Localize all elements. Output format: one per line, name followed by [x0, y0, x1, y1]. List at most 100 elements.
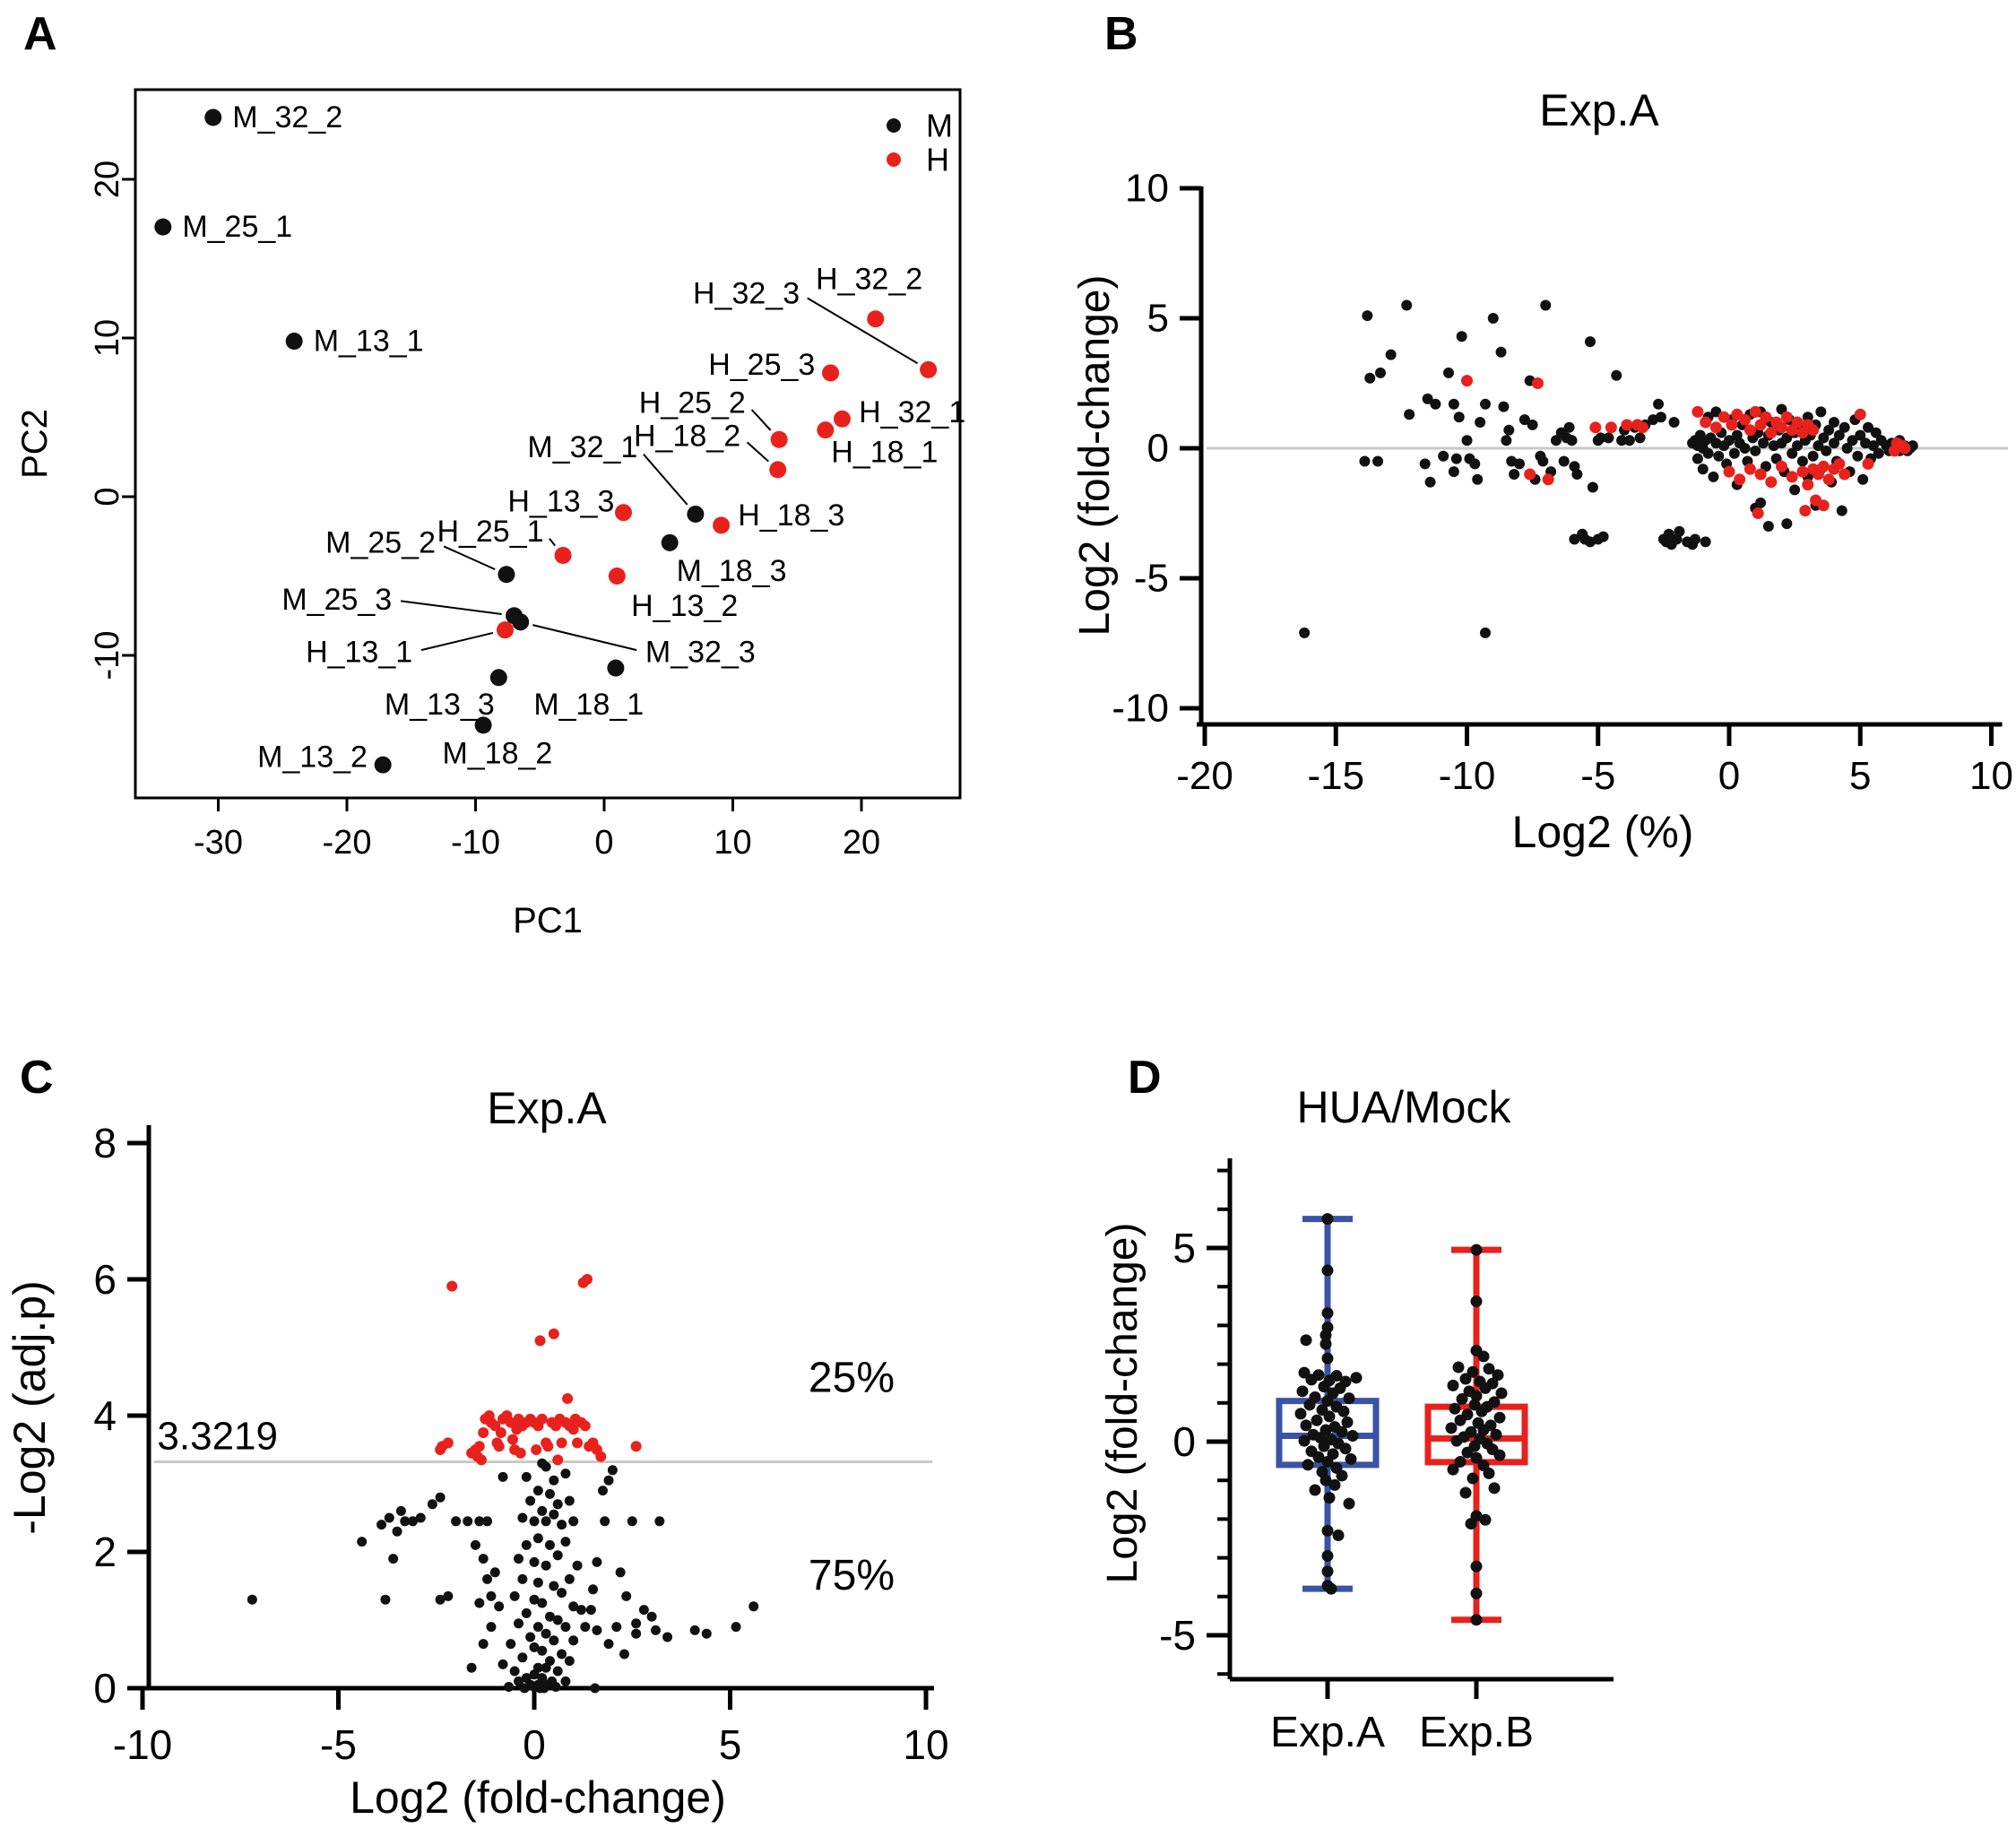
- data-point: [1829, 417, 1839, 428]
- data-point: [1467, 1365, 1479, 1378]
- data-point: [1817, 460, 1830, 472]
- panel-a-chart: -30 -20 -10 0 10 20 -10 0 10 20 PC1 PC2 MH M_32_2 M_25…: [15, 88, 965, 940]
- data-point: [1323, 1410, 1336, 1423]
- data-point: [1636, 421, 1648, 434]
- data-point: [380, 1594, 391, 1605]
- data-point: [1550, 435, 1562, 446]
- data-point: [1470, 1614, 1483, 1626]
- data-point: [1488, 1482, 1501, 1495]
- data-point: [615, 1567, 626, 1578]
- data-point: [564, 1495, 575, 1506]
- data-point: [1312, 1451, 1325, 1463]
- data-point: [1336, 1425, 1348, 1438]
- y-tick-label: 20: [89, 160, 126, 198]
- panel-c-chart: Exp.A 3.3219 -10 -5 0 5 10 0 2 4 6 8 Log2 (fold-chan…: [4, 1083, 949, 1823]
- data-point: [521, 1607, 532, 1618]
- data-point: [1385, 349, 1397, 360]
- data-point: [548, 1328, 559, 1339]
- y-tick-label: 6: [93, 1256, 117, 1303]
- data-point: [539, 1683, 549, 1694]
- data-point: [560, 1676, 571, 1686]
- data-point: [560, 1622, 571, 1633]
- data-point: [1821, 445, 1832, 456]
- point-H_32_3: [920, 360, 938, 378]
- data-point: [1456, 331, 1467, 342]
- data-point: [466, 1662, 477, 1673]
- data-point: [435, 1492, 446, 1503]
- data-point: [557, 1520, 567, 1530]
- data-point: [1469, 458, 1481, 470]
- data-point: [564, 1573, 575, 1584]
- data-point: [1758, 438, 1769, 449]
- data-point: [1689, 533, 1700, 545]
- data-point: [1655, 412, 1666, 423]
- data-point: [1692, 405, 1704, 418]
- data-point: [592, 1625, 602, 1635]
- data-point: [495, 1427, 506, 1438]
- data-point: [607, 1465, 618, 1476]
- data-point: [1374, 367, 1386, 378]
- data-point: [478, 1554, 489, 1564]
- data-point: [1817, 499, 1830, 512]
- data-point: [557, 1649, 567, 1659]
- x-tick-label: -10: [1439, 754, 1496, 798]
- data-point: [1477, 1350, 1490, 1363]
- data-point: [478, 1427, 489, 1438]
- data-point: [1566, 435, 1578, 446]
- x-tick-label: 0: [1718, 754, 1740, 798]
- data-point: [1728, 447, 1740, 459]
- data-point: [1438, 450, 1449, 462]
- data-point: [603, 1475, 614, 1486]
- data-point: [1621, 419, 1633, 431]
- data-point: [1702, 447, 1714, 459]
- data-point: [1321, 1565, 1334, 1578]
- data-point: [549, 1475, 559, 1486]
- data-point: [1456, 1392, 1468, 1405]
- point-label-M_18_3: M_18_3: [677, 554, 787, 588]
- data-point: [552, 1454, 564, 1466]
- data-point: [1318, 1440, 1330, 1452]
- x-tick-label: -30: [194, 824, 243, 862]
- data-point: [463, 1516, 473, 1527]
- point-M_18_2: [474, 716, 492, 734]
- x-tick-label: 20: [843, 824, 880, 862]
- x-tick-label: 5: [719, 1721, 742, 1768]
- data-point: [1781, 518, 1793, 530]
- data-point: [1749, 405, 1761, 418]
- data-point: [1461, 375, 1473, 387]
- data-point: [1305, 1373, 1318, 1386]
- point-label-M_13_3: M_13_3: [385, 688, 495, 722]
- data-point: [654, 1516, 665, 1527]
- point-label-H_25_1: H_25_1: [437, 515, 543, 549]
- data-point: [1448, 398, 1459, 410]
- data-point: [1300, 1419, 1312, 1432]
- point-label-H_18_2: H_18_2: [634, 420, 740, 454]
- point-M_25_2: [498, 566, 515, 584]
- x-tick-label: -15: [1307, 754, 1364, 798]
- data-point: [575, 1605, 586, 1616]
- data-point: [1787, 447, 1798, 459]
- data-point: [529, 1556, 540, 1567]
- point-label-M_25_2: M_25_2: [325, 525, 436, 559]
- data-point: [1668, 417, 1680, 428]
- data-point: [494, 1601, 505, 1612]
- data-point: [1498, 401, 1510, 412]
- panel-label-a: A: [23, 8, 57, 60]
- axis-line: [807, 297, 919, 365]
- data-point: [646, 1611, 657, 1622]
- data-point: [1558, 455, 1570, 467]
- data-point: [544, 1539, 555, 1550]
- y-tick-label: 10: [89, 319, 126, 357]
- data-point: [1815, 406, 1827, 418]
- data-point: [541, 1461, 551, 1472]
- data-point: [514, 1618, 524, 1629]
- data-point: [537, 1505, 548, 1516]
- data-point: [1296, 1385, 1309, 1398]
- data-point: [395, 1505, 406, 1516]
- y-axis-title: Log2 (fold-change): [1099, 1223, 1146, 1584]
- data-point: [650, 1625, 661, 1635]
- data-point: [1587, 481, 1598, 493]
- data-point: [1328, 1478, 1341, 1491]
- point-label-M_18_2: M_18_2: [442, 737, 552, 771]
- data-point: [560, 1469, 571, 1479]
